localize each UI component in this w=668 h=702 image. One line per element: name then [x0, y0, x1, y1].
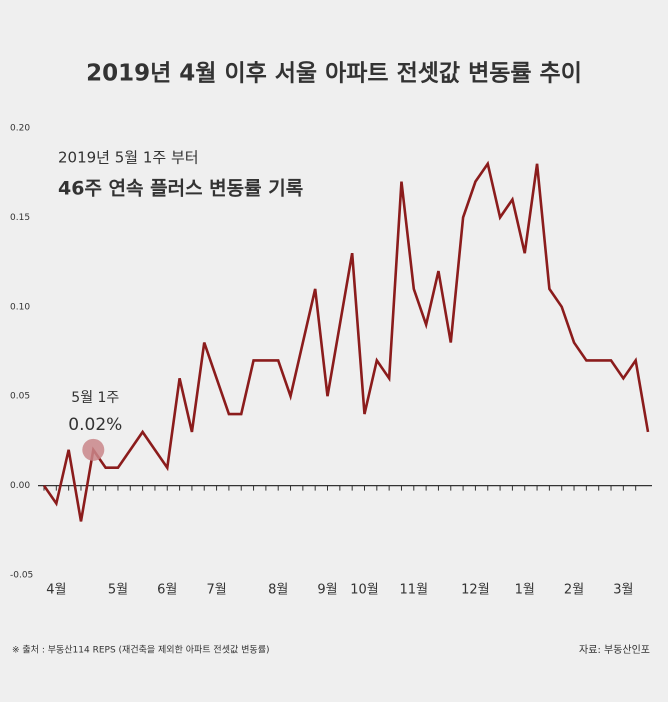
- source: ※ 출처 : 부동산114 REPS (재건축을 제외한 아파트 전셋값 변동률…: [12, 644, 269, 656]
- x-tick-label: 4월: [46, 583, 66, 598]
- x-tick-label: 9월: [317, 583, 337, 598]
- x-tick-label: 1월: [515, 583, 535, 598]
- x-tick-label: 5월: [108, 583, 128, 598]
- annotation: 46주 연속 플러스 변동률 기록: [58, 178, 303, 200]
- y-tick-label: -0.05: [10, 571, 33, 581]
- x-tick-label: 12월: [461, 583, 490, 598]
- credit: 자료: 부동산인포: [579, 644, 650, 656]
- chart-title: 2019년 4월 이후 서울 아파트 전셋값 변동률 추이: [86, 61, 582, 87]
- x-tick-label: 8월: [268, 583, 288, 598]
- annotation: 5월 1주: [71, 390, 119, 406]
- x-tick-label: 7월: [206, 583, 226, 598]
- y-tick-label: 0.15: [10, 213, 30, 223]
- value-label: 0.02%: [68, 415, 122, 435]
- x-tick-label: 3월: [613, 583, 633, 598]
- y-tick-label: 0.05: [10, 392, 30, 402]
- x-tick-label: 2월: [564, 583, 584, 598]
- x-tick-label: 10월: [350, 583, 379, 598]
- y-tick-label: 0.20: [10, 124, 30, 134]
- series-line: [42, 160, 650, 522]
- y-tick-label: 0.10: [10, 302, 30, 312]
- highlight-point: [82, 438, 105, 461]
- x-tick-label: 11월: [400, 583, 429, 598]
- annotation: 2019년 5월 1주 부터: [58, 149, 199, 167]
- y-tick-label: 0.00: [10, 481, 30, 491]
- x-tick-label: 6월: [157, 583, 177, 598]
